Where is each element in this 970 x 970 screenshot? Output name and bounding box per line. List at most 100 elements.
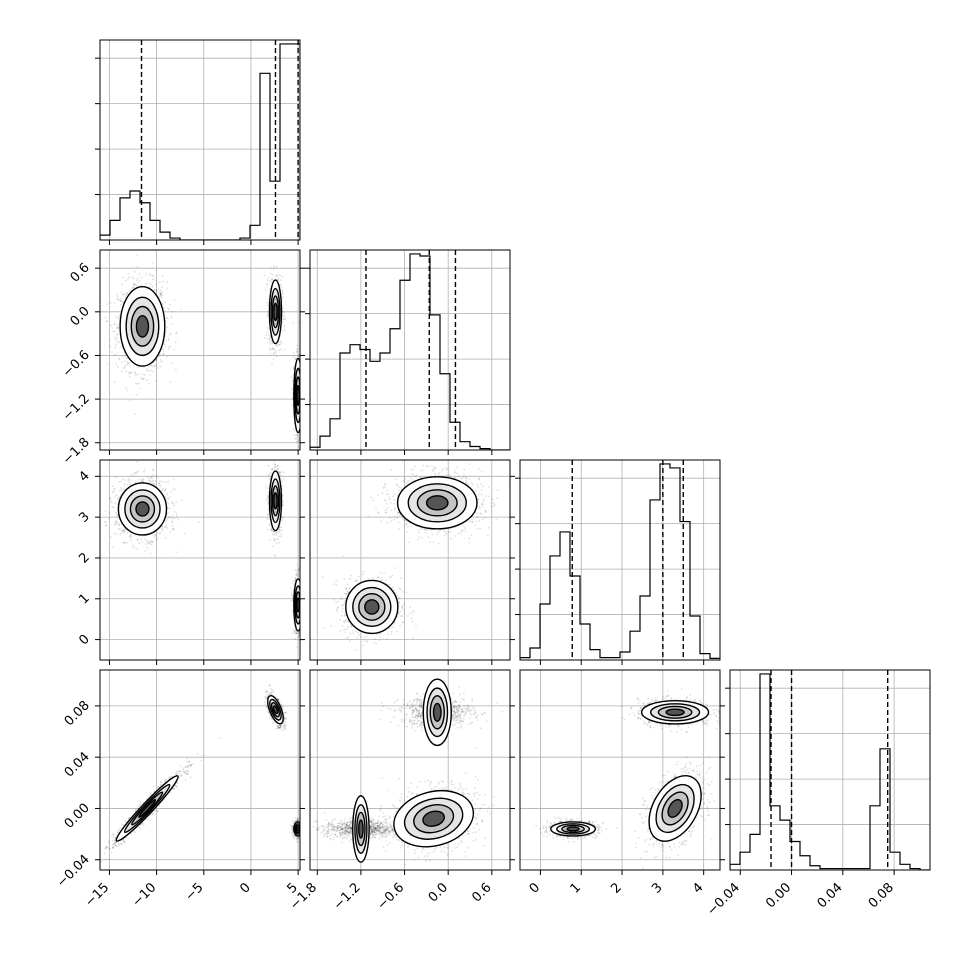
scatter-point: [164, 301, 166, 304]
scatter-point: [124, 387, 127, 389]
scatter-point: [158, 281, 161, 284]
scatter-point: [136, 470, 139, 473]
scatter-point: [136, 254, 138, 256]
y-tick-label: 0.6: [68, 260, 93, 285]
scatter-point: [159, 365, 162, 368]
scatter-point: [296, 434, 299, 437]
scatter-point: [123, 366, 126, 369]
scatter-point: [128, 481, 130, 484]
scatter-point: [148, 369, 150, 372]
scatter-point: [149, 542, 151, 545]
scatter-point: [114, 502, 117, 505]
scatter-point: [114, 343, 117, 346]
scatter-point: [271, 469, 274, 471]
scatter-point: [277, 278, 280, 280]
scatter-point: [162, 353, 165, 355]
scatter-point: [164, 487, 167, 490]
scatter-point: [104, 316, 107, 319]
scatter-point: [113, 380, 116, 383]
scatter-point: [301, 603, 303, 605]
scatter-point: [155, 358, 158, 361]
scatter-point: [303, 377, 305, 379]
scatter-point: [161, 360, 164, 363]
scatter-point: [265, 498, 268, 501]
scatter-point: [164, 489, 166, 491]
scatter-point: [119, 527, 122, 530]
scatter-point: [301, 402, 303, 404]
scatter-point: [268, 478, 271, 480]
scatter-point: [127, 477, 130, 480]
scatter-point: [297, 639, 300, 641]
scatter-point: [171, 521, 174, 524]
scatter-point: [272, 533, 274, 536]
scatter-point: [301, 407, 303, 409]
scatter-point: [158, 532, 161, 535]
scatter-point: [169, 496, 172, 498]
scatter-point: [167, 497, 169, 499]
scatter-point: [266, 311, 269, 313]
scatter-point: [156, 367, 158, 370]
scatter-point: [114, 330, 116, 332]
scatter-point: [268, 290, 271, 293]
scatter-point: [290, 593, 292, 595]
scatter-point: [152, 469, 155, 472]
scatter-point: [104, 510, 107, 513]
scatter-point: [266, 487, 269, 490]
scatter-point: [119, 299, 122, 302]
scatter-point: [274, 457, 276, 459]
scatter-point: [272, 348, 275, 351]
scatter-point: [300, 616, 302, 618]
scatter-point: [117, 333, 119, 336]
scatter-point: [301, 590, 303, 592]
scatter-point: [278, 531, 281, 533]
scatter-point: [155, 283, 157, 286]
scatter-point: [152, 541, 155, 543]
scatter-point: [272, 358, 275, 360]
scatter-point: [146, 546, 148, 549]
scatter-point: [142, 470, 145, 473]
scatter-point: [137, 366, 140, 368]
scatter-point: [164, 537, 167, 539]
scatter-point: [170, 362, 173, 364]
scatter-point: [119, 533, 122, 536]
scatter-point: [156, 536, 159, 539]
scatter-point: [292, 428, 295, 430]
scatter-point: [164, 489, 166, 492]
scatter-point: [167, 507, 169, 510]
scatter-point: [133, 283, 136, 286]
scatter-point: [281, 307, 284, 310]
scatter-point: [276, 274, 279, 277]
scatter-point: [118, 299, 121, 301]
scatter-point: [267, 334, 270, 336]
scatter-point: [270, 281, 273, 284]
scatter-point: [297, 455, 299, 457]
scatter-point: [270, 453, 272, 455]
scatter-point: [158, 482, 160, 485]
scatter-point: [149, 479, 152, 482]
scatter-point: [302, 403, 304, 405]
scatter-point: [138, 273, 141, 275]
scatter-point: [265, 334, 268, 336]
scatter-point: [282, 504, 285, 507]
scatter-point: [168, 507, 171, 510]
scatter-point: [132, 277, 135, 280]
scatter-point: [301, 386, 303, 388]
scatter-point: [302, 389, 304, 391]
contour-level: [273, 302, 278, 322]
scatter-point: [269, 279, 272, 282]
scatter-point: [124, 280, 127, 282]
scatter-point: [143, 374, 146, 376]
scatter-point: [167, 498, 170, 500]
scatter-point: [160, 296, 163, 299]
scatter-point: [146, 379, 148, 382]
scatter-point: [266, 284, 269, 286]
scatter-point: [114, 347, 117, 349]
scatter-point: [114, 496, 117, 499]
scatter-point: [281, 289, 283, 292]
scatter-point: [136, 382, 139, 385]
scatter-point: [108, 512, 111, 515]
scatter-point: [113, 532, 116, 535]
scatter-point: [301, 591, 303, 593]
scatter-point: [180, 499, 183, 502]
scatter-point: [292, 322, 295, 324]
